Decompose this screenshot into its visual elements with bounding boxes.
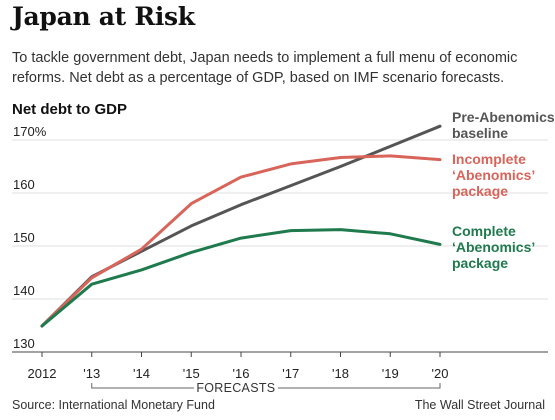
x-tick-label: '15 — [183, 366, 200, 381]
series-line — [40, 228, 442, 328]
y-tick-label: 160 — [13, 177, 35, 192]
x-tick-label: 2012 — [28, 366, 57, 381]
series-label-line: Incomplete — [452, 151, 526, 167]
y-tick-label: 170% — [13, 124, 47, 139]
x-tick-label: '18 — [332, 366, 349, 381]
y-axis-label: Net debt to GDP — [12, 101, 127, 118]
y-tick-label: 150 — [13, 230, 35, 245]
gridlines — [12, 139, 548, 353]
x-tick-label: '17 — [282, 366, 299, 381]
series-label-line: ‘Abenomics’ — [452, 239, 535, 255]
series-line — [40, 154, 442, 328]
series-label-line: package — [452, 255, 508, 271]
source-note: Source: International Monetary Fund — [12, 398, 215, 412]
publisher-credit: The Wall Street Journal — [414, 398, 545, 412]
chart-subtitle: To tackle government debt, Japan needs t… — [12, 48, 547, 88]
series-label: Complete ‘Abenomics’ package — [452, 223, 535, 271]
chart-title: Japan at Risk — [12, 2, 195, 31]
x-tick-label: '19 — [382, 366, 399, 381]
axes: 130 140 150 160 170% 2012 '13 '14 '15 '16 '17 '18 '1… — [13, 124, 448, 395]
subtitle-line: To tackle government debt, Japan needs t… — [12, 50, 518, 66]
forecast-bracket-left — [91, 383, 194, 389]
series-lines — [40, 124, 442, 328]
series-label: Incomplete ‘Abenomics’ package — [452, 151, 535, 199]
series-label-line: ‘Abenomics’ — [452, 167, 535, 183]
subtitle-line: reforms. Net debt as a percentage of GDP… — [12, 70, 505, 86]
x-tick-label: '14 — [133, 366, 150, 381]
forecast-bracket-right — [277, 383, 441, 389]
y-tick-label: 140 — [13, 283, 35, 298]
series-label-line: Pre-Abenomics — [452, 109, 555, 125]
series-label: Pre-Abenomics baseline — [452, 109, 555, 141]
x-tick-label: '13 — [83, 366, 100, 381]
x-tick-label: '16 — [233, 366, 250, 381]
series-label-line: Complete — [452, 223, 516, 239]
series-label-line: baseline — [452, 125, 508, 141]
y-tick-label: 130 — [13, 336, 35, 351]
x-tick-label: '20 — [432, 366, 449, 381]
series-label-line: package — [452, 183, 508, 199]
forecast-label: FORECASTS — [196, 381, 275, 395]
